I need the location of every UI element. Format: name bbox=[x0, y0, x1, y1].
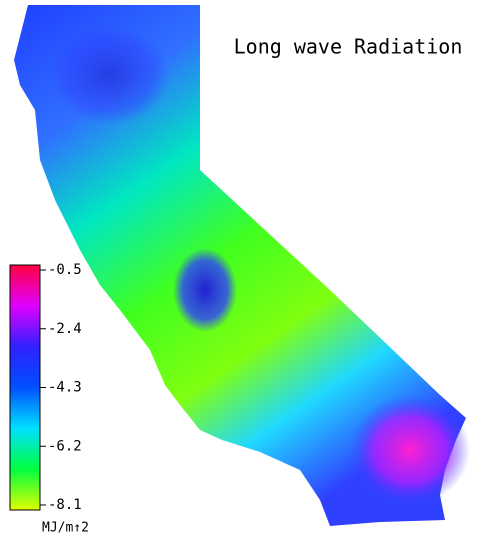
colorbar-unit: MJ/m↑2 bbox=[42, 521, 89, 536]
state-outline bbox=[14, 5, 466, 526]
colorbar-tick-label: -0.5 bbox=[48, 262, 82, 278]
valley-low bbox=[173, 248, 237, 332]
colorbar-tick-label: -6.2 bbox=[48, 438, 82, 454]
map-title: Long wave Radiation bbox=[234, 35, 463, 59]
colorbar-tick-label: -4.3 bbox=[48, 380, 82, 396]
colorbar-tick-label: -8.1 bbox=[48, 497, 82, 513]
desert-high bbox=[350, 395, 470, 505]
colorbar-tick-label: -2.4 bbox=[48, 321, 82, 337]
north-low bbox=[50, 25, 170, 125]
colorbar bbox=[9, 264, 41, 511]
